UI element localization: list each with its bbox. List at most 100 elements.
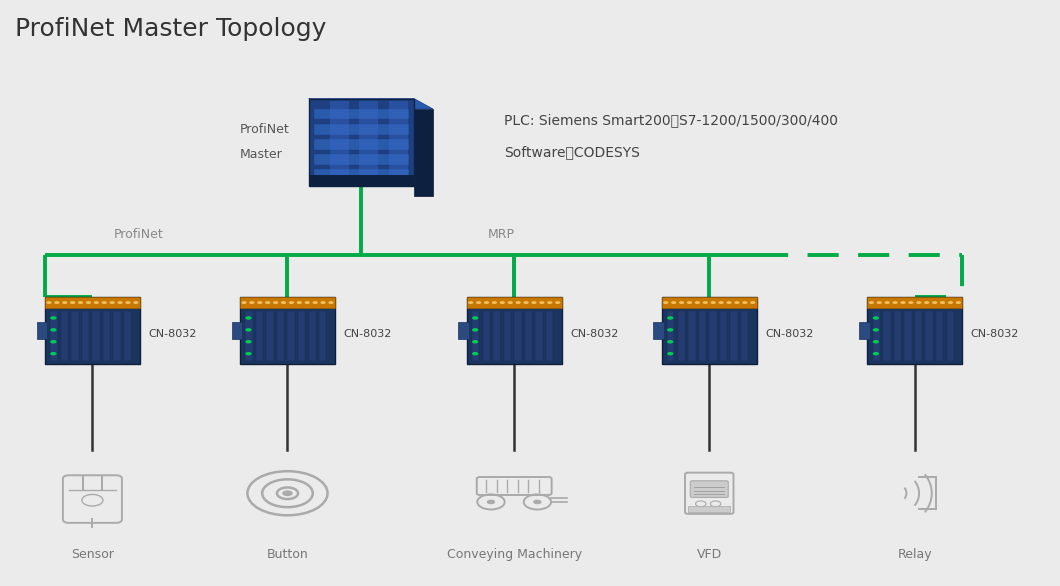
Bar (82, 311, 89, 361)
Bar (60, 311, 68, 361)
Bar (472, 311, 479, 361)
Bar (688, 506, 730, 512)
Bar (92, 311, 100, 361)
Bar (653, 322, 664, 339)
Bar (699, 311, 706, 361)
Text: Conveying Machinery: Conveying Machinery (446, 548, 582, 561)
Bar (859, 322, 869, 339)
Bar (245, 311, 252, 361)
FancyBboxPatch shape (867, 297, 962, 364)
Bar (287, 311, 295, 361)
Circle shape (109, 301, 114, 304)
Circle shape (877, 301, 882, 304)
Circle shape (245, 328, 251, 332)
Bar (883, 311, 890, 361)
Text: VFD: VFD (696, 548, 722, 561)
Circle shape (125, 301, 130, 304)
Circle shape (956, 301, 961, 304)
Bar (925, 311, 933, 361)
Bar (458, 322, 469, 339)
Bar (314, 169, 409, 180)
Circle shape (472, 316, 478, 320)
Circle shape (533, 500, 542, 505)
Circle shape (118, 301, 123, 304)
Circle shape (703, 301, 708, 304)
Circle shape (664, 301, 669, 304)
Bar (741, 311, 748, 361)
Circle shape (932, 301, 937, 304)
Bar (319, 311, 326, 361)
Text: CN-8032: CN-8032 (148, 329, 197, 339)
Bar (240, 297, 335, 308)
Circle shape (735, 301, 740, 304)
Circle shape (687, 301, 692, 304)
Text: ProfiNet Master Topology: ProfiNet Master Topology (16, 18, 326, 41)
FancyBboxPatch shape (308, 98, 414, 186)
Circle shape (750, 301, 756, 304)
Bar (904, 311, 912, 361)
Circle shape (515, 301, 520, 304)
Circle shape (924, 301, 930, 304)
FancyBboxPatch shape (240, 297, 335, 364)
Circle shape (329, 301, 334, 304)
Circle shape (242, 301, 247, 304)
Circle shape (245, 316, 251, 320)
Circle shape (508, 301, 513, 304)
Bar (359, 101, 378, 183)
Bar (308, 175, 414, 186)
Circle shape (50, 340, 56, 343)
Bar (466, 297, 562, 308)
Circle shape (47, 301, 52, 304)
Bar (36, 322, 47, 339)
Bar (231, 322, 242, 339)
Circle shape (50, 352, 56, 355)
Circle shape (70, 301, 75, 304)
Circle shape (884, 301, 889, 304)
Circle shape (288, 301, 294, 304)
Bar (314, 109, 409, 120)
Text: Master: Master (240, 148, 283, 161)
Bar (113, 311, 121, 361)
Text: MRP: MRP (488, 228, 515, 241)
Circle shape (320, 301, 325, 304)
Bar (266, 311, 273, 361)
Text: Relay: Relay (898, 548, 932, 561)
Bar (314, 139, 409, 149)
Circle shape (86, 301, 91, 304)
Bar (677, 311, 685, 361)
Circle shape (93, 301, 99, 304)
Bar (688, 311, 695, 361)
Circle shape (555, 301, 561, 304)
Bar (330, 101, 349, 183)
Bar (514, 311, 522, 361)
FancyBboxPatch shape (45, 297, 140, 364)
FancyBboxPatch shape (466, 297, 562, 364)
Circle shape (487, 500, 495, 505)
Bar (493, 311, 500, 361)
Circle shape (872, 352, 879, 355)
Text: CN-8032: CN-8032 (971, 329, 1019, 339)
Text: Button: Button (267, 548, 308, 561)
Circle shape (63, 301, 68, 304)
Circle shape (483, 301, 489, 304)
Bar (525, 311, 532, 361)
Circle shape (476, 301, 481, 304)
Circle shape (908, 301, 914, 304)
Text: CN-8032: CN-8032 (765, 329, 813, 339)
Text: ProfiNet: ProfiNet (113, 228, 163, 241)
Bar (867, 297, 962, 308)
Circle shape (667, 328, 673, 332)
Circle shape (667, 352, 673, 355)
Circle shape (667, 316, 673, 320)
Circle shape (893, 301, 898, 304)
Circle shape (499, 301, 505, 304)
Bar (709, 311, 717, 361)
Circle shape (273, 301, 279, 304)
Circle shape (469, 301, 474, 304)
Bar (314, 124, 409, 135)
Circle shape (281, 301, 286, 304)
Text: CN-8032: CN-8032 (343, 329, 392, 339)
Circle shape (742, 301, 747, 304)
Circle shape (472, 352, 478, 355)
Bar (308, 311, 316, 361)
